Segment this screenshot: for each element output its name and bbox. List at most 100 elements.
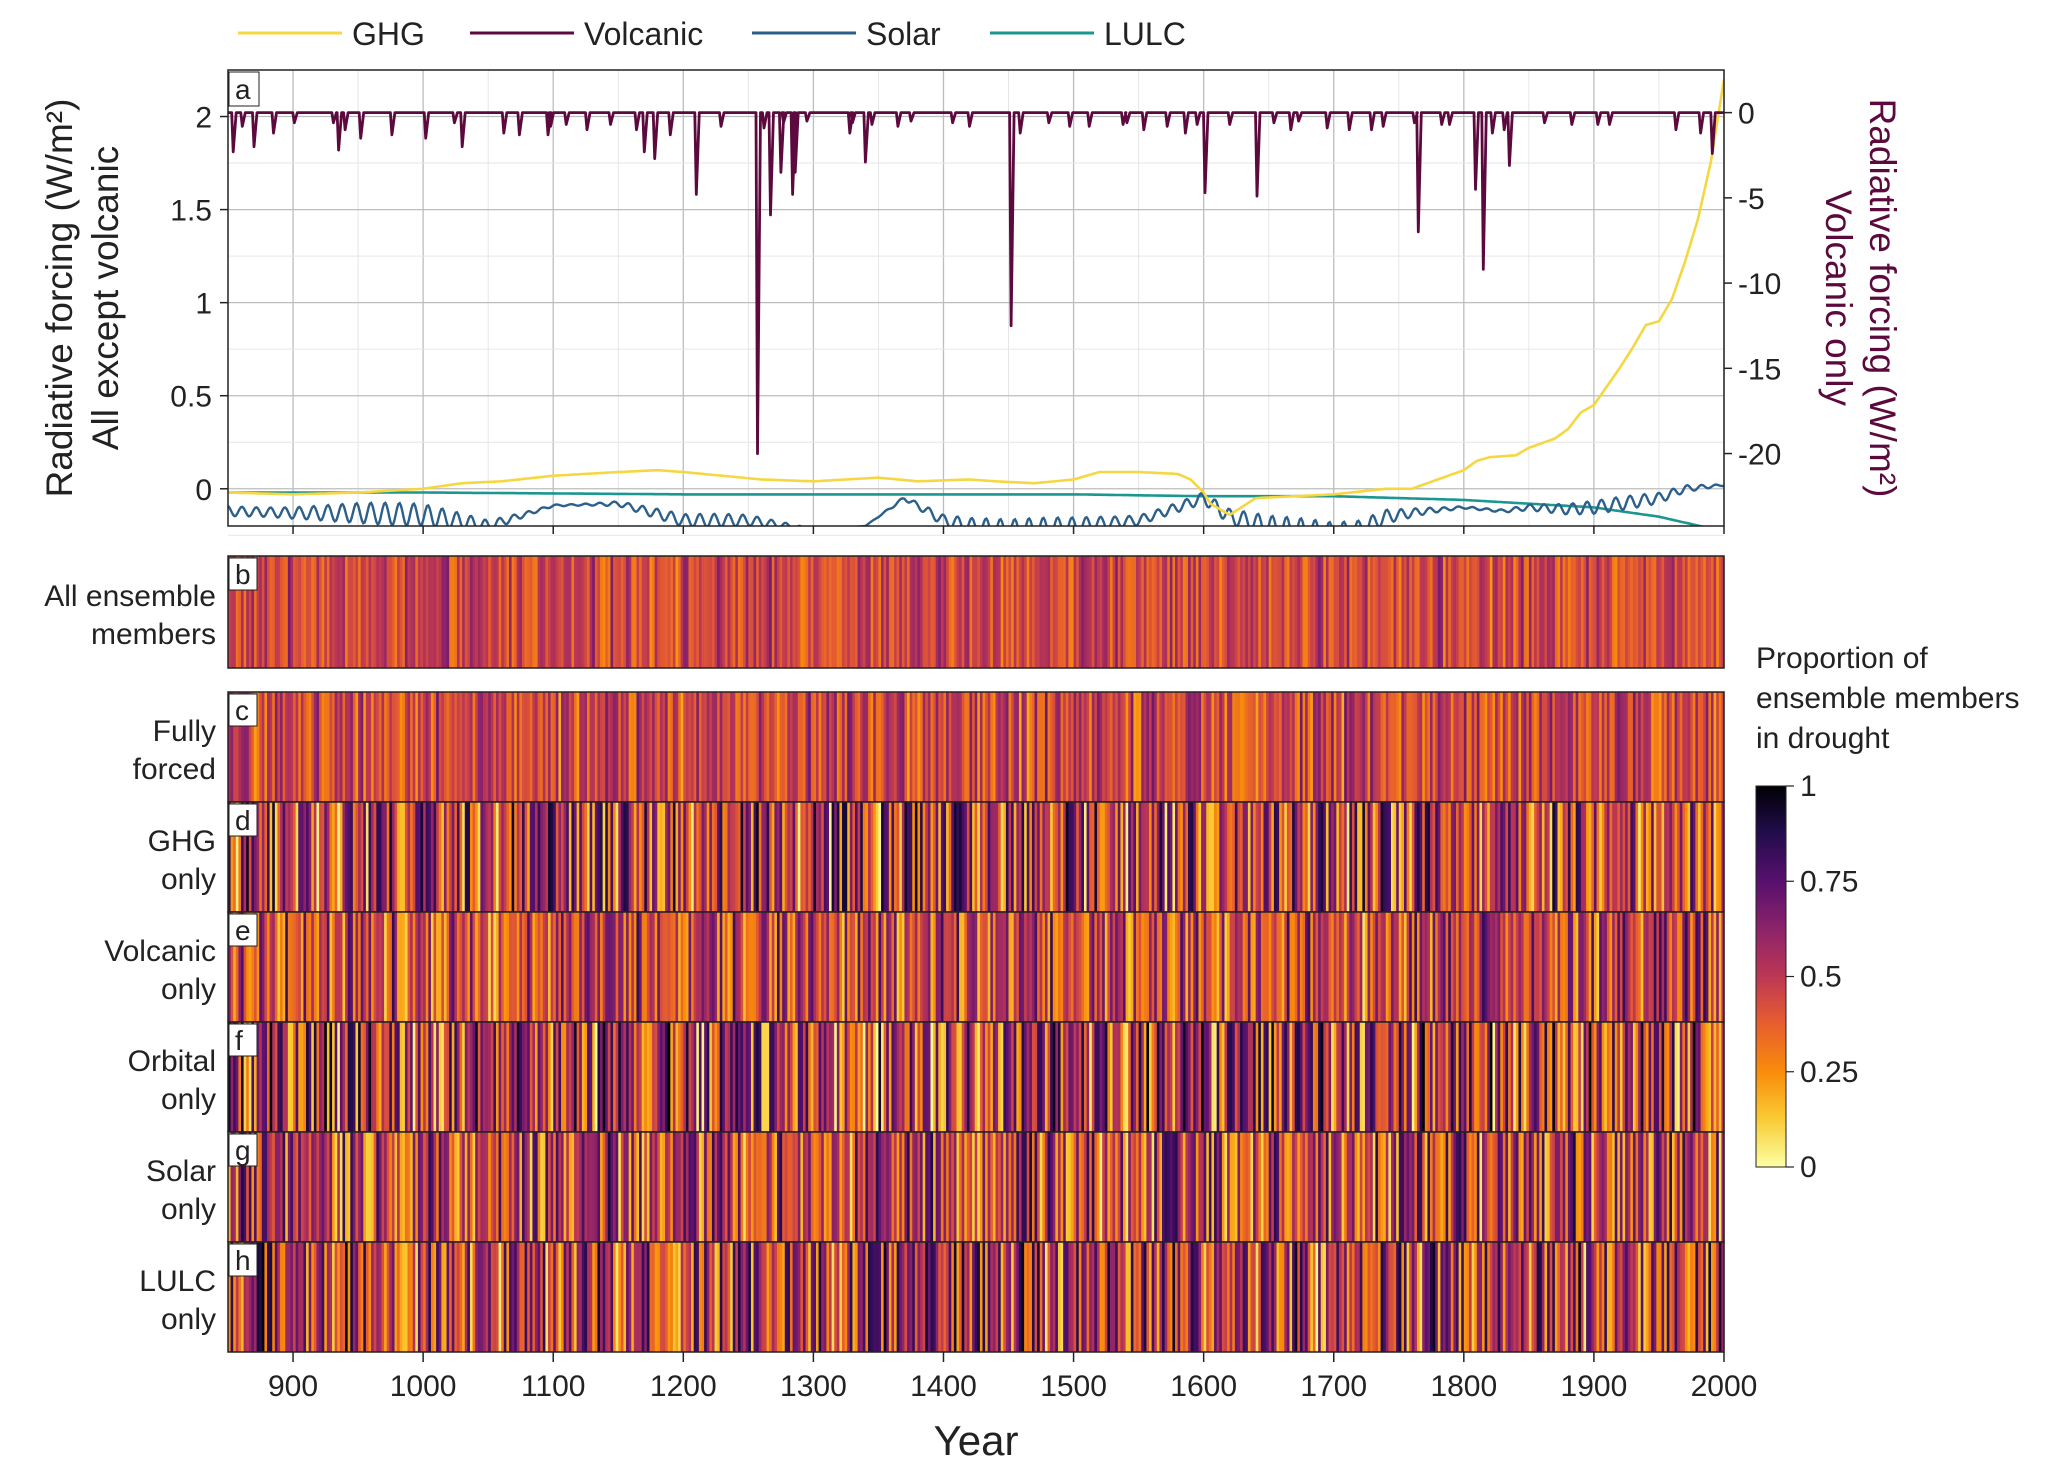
heatmap-cell [386, 1022, 390, 1132]
heatmap-cell [1318, 692, 1322, 802]
heatmap-cell [1640, 556, 1644, 668]
heatmap-cell [295, 912, 299, 1022]
heatmap-cell [1638, 802, 1642, 912]
heatmap-cell [454, 802, 458, 912]
heatmap-cell [506, 912, 510, 1022]
heatmap-cell [1549, 1242, 1553, 1352]
heatmap-cell [1128, 1022, 1132, 1132]
heatmap-cell [776, 1022, 781, 1132]
heatmap-cell [1240, 1242, 1244, 1352]
heatmap-cell [1684, 556, 1689, 668]
heatmap-cell [670, 1242, 674, 1352]
heatmap-cell [436, 912, 440, 1022]
heatmap-cell [1346, 556, 1350, 668]
heatmap-cell [966, 692, 971, 802]
heatmap-cell [1427, 912, 1431, 1022]
heatmap-cell [316, 556, 320, 668]
heatmap-cell [974, 692, 978, 802]
heatmap-cell [319, 802, 323, 912]
heatmap-cell [1318, 802, 1322, 912]
heatmap-cell [683, 1132, 687, 1242]
heatmap-cell [602, 802, 606, 912]
heatmap-cell [391, 912, 396, 1022]
heatmap-cell [1547, 802, 1551, 912]
heatmap-cell [1229, 556, 1233, 668]
heatmap-cell [607, 912, 612, 1022]
heatmap-cell [1456, 802, 1460, 912]
heatmap-cell [1432, 692, 1436, 802]
heatmap-cell [920, 556, 924, 668]
heatmap-cell [550, 1242, 554, 1352]
heatmap-cell [849, 692, 854, 802]
heatmap-cell [917, 912, 921, 1022]
heatmap-cell [1453, 1022, 1457, 1132]
heatmap-cell [896, 1132, 900, 1242]
heatmap-cell [272, 912, 276, 1022]
heatmap-cell [319, 1022, 323, 1132]
heatmap-cell [1609, 802, 1613, 912]
heatmap-cell [1227, 1242, 1231, 1352]
heatmap-cell [1599, 692, 1603, 802]
heatmap-cell [1648, 692, 1652, 802]
heatmap-cell [1338, 556, 1343, 668]
heatmap-cell [1263, 1132, 1267, 1242]
heatmap-cell [615, 692, 619, 802]
heatmap-cell [1679, 912, 1683, 1022]
heatmap-cell [1057, 692, 1062, 802]
heatmap-cell [1190, 912, 1194, 1022]
heatmap-cell [592, 556, 596, 668]
heatmap-cell [1044, 912, 1049, 1022]
heatmap-cell [430, 802, 435, 912]
heatmap-cell [477, 802, 481, 912]
heatmap-cell [1266, 912, 1270, 1022]
heatmap-cell [1416, 1132, 1421, 1242]
heatmap-cell [1487, 802, 1491, 912]
heatmap-cell [563, 1242, 567, 1352]
heatmap-cell [704, 1022, 708, 1132]
heatmap-cell [1338, 692, 1343, 802]
heatmap-cell [1328, 1022, 1332, 1132]
heatmap-cell [1508, 1132, 1512, 1242]
heatmap-cell [769, 556, 773, 668]
heatmap-cell [1102, 1022, 1106, 1132]
heatmap-cell [1474, 1132, 1478, 1242]
heatmap-cell [917, 692, 921, 802]
heatmap-cell [657, 1132, 661, 1242]
heatmap-cell [914, 912, 919, 1022]
heatmap-cell [992, 1022, 997, 1132]
heatmap-cell [1268, 1022, 1272, 1132]
heatmap-cell [802, 1242, 807, 1352]
heatmap-cell [836, 912, 841, 1022]
heatmap-cell [1367, 1242, 1371, 1352]
heatmap-cell [1448, 912, 1452, 1022]
heatmap-cell [1258, 1022, 1262, 1132]
heatmap-cell [691, 692, 695, 802]
heatmap-cell [280, 1022, 284, 1132]
heatmap-cell [1544, 1132, 1548, 1242]
heatmap-cell [1271, 802, 1275, 912]
heatmap-cell [1232, 912, 1236, 1022]
heatmap-cell [948, 692, 952, 802]
heatmap-cell [1115, 802, 1119, 912]
heatmap-cell [1247, 556, 1252, 668]
heatmap-cell [1167, 912, 1171, 1022]
heatmap-cell [1276, 1242, 1280, 1352]
heatmap-cell [576, 556, 580, 668]
heatmap-cell [228, 1132, 232, 1242]
heatmap-cell [1180, 692, 1184, 802]
heatmap-cell [342, 692, 346, 802]
heatmap-cell [1375, 912, 1379, 1022]
heatmap-cell [951, 556, 955, 668]
heatmap-cell [363, 692, 367, 802]
heatmap-cell [1351, 912, 1356, 1022]
heatmap-cell [503, 692, 507, 802]
heatmap-cell [719, 1132, 723, 1242]
heatmap-cell [1000, 912, 1004, 1022]
heatmap-cell [1076, 1022, 1080, 1132]
right-tick-label: -20 [1738, 439, 1781, 472]
heatmap-cell [951, 1022, 955, 1132]
heatmap-cell [1224, 1132, 1228, 1242]
heatmap-cell [1643, 802, 1647, 912]
heatmap-cell [792, 912, 796, 1022]
heatmap-cell [1713, 1132, 1717, 1242]
